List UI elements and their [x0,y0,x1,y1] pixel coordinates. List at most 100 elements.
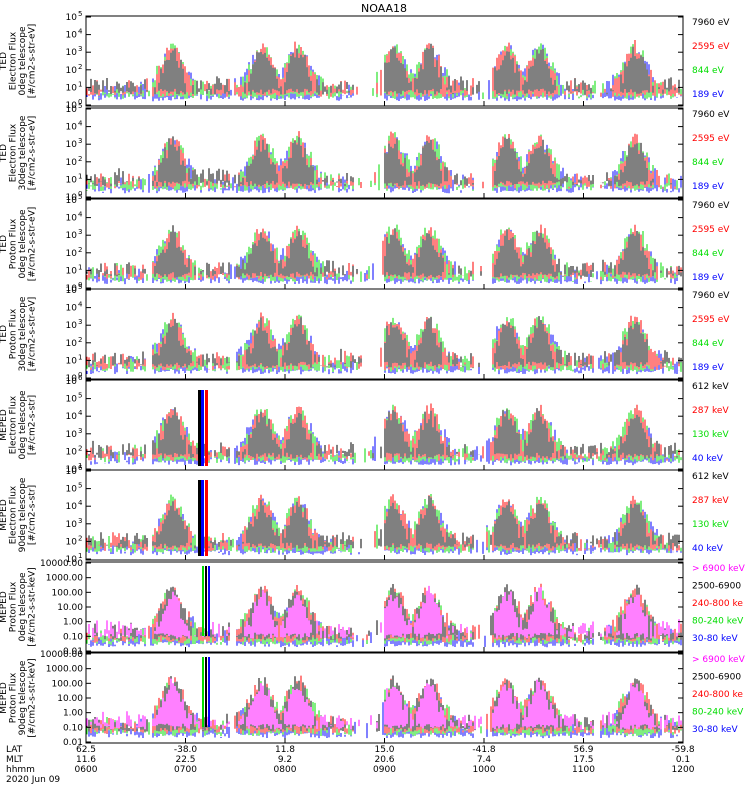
y-axis-label-line: 30deg telescope [18,296,28,371]
y-axis-label-line: MEPED [0,409,9,441]
series-trace [86,680,682,736]
x-tick-label: 1100 [572,765,595,775]
series-1 [86,225,682,278]
x-tick-label: 1000 [473,765,496,775]
legend-entry: 612 keV [692,382,729,392]
y-axis-label-line: TED [0,52,9,71]
y-tick-label: 10 [66,412,78,422]
series-trace [86,132,682,191]
y-tick-label: 10 [66,101,78,111]
panel-8: MEPEDProton Flux90deg telescope[#/cm2-s-… [0,650,746,748]
spike-bar [198,390,201,466]
y-tick-label: 10 [66,175,78,185]
legend-entry: 40 keV [692,544,724,554]
y-tick-label: 10 [66,430,78,440]
y-tick-label: 10 [66,249,78,259]
legend-entry: 189 eV [692,182,725,192]
y-axis-label-line: [#/cm2-s-str-eV] [28,297,38,372]
series-2 [86,40,682,97]
legend-entry: 189 eV [692,363,725,373]
x-tick-label: 22.5 [175,755,195,765]
y-axis-label-line: TED [0,235,9,254]
y-axis-label-line: MEPED [0,591,9,623]
x-tick-label: 11.6 [76,755,96,765]
plot-area [86,480,682,556]
y-tick-exponent: 5 [78,193,82,201]
y-axis-label-line: Proton Flux [9,672,19,723]
x-tick-label: 0800 [274,765,297,775]
series-2 [86,494,680,551]
y-tick-label: 1000.00 [46,665,83,675]
legend-entry: > 6900 keV [692,655,746,665]
y-tick-label: 10 [66,83,78,93]
y-tick-exponent: 1 [78,552,82,560]
spike-bar [208,657,210,727]
series-trace [86,403,680,461]
y-axis-label-line: 0deg telescope [18,390,28,460]
legend-entry: 2500-6900 [692,673,741,683]
y-tick-exponent: 4 [78,211,83,219]
y-tick-label: 1.00 [63,618,83,628]
panel-3: TEDProton Flux0deg telescope[#/cm2-s-str… [0,193,730,294]
panel-1: TEDElectron Flux0deg telescope[#/cm2-s-s… [0,10,730,111]
y-tick-exponent: 4 [78,120,83,128]
y-tick-exponent: 5 [78,392,82,400]
y-tick-exponent: 4 [78,499,83,507]
y-tick-label: 10 [66,447,78,457]
series-2 [86,224,682,280]
y-tick-exponent: 5 [78,283,82,291]
x-tick-label: 15.0 [374,745,394,755]
series-4 [86,588,682,645]
legend-entry: 40 keV [692,454,724,464]
series-trace [86,40,682,97]
y-tick-label: 10000.00 [40,650,83,660]
spike-bar [202,657,204,727]
y-tick-exponent: 3 [78,427,82,435]
legend-entry: > 6900 keV [692,564,746,574]
y-tick-label: 10.00 [57,694,83,704]
y-tick-exponent: 1 [78,80,82,88]
series-trace [86,136,672,187]
y-tick-exponent: 6 [78,464,83,472]
y-axis-label-line: MEPED [0,499,9,531]
y-axis-label: TEDProton Flux30deg telescope[#/cm2-s-st… [0,296,38,371]
y-tick-label: 10 [66,520,78,530]
legend-entry: 2595 eV [692,315,730,325]
series-trace [86,44,682,102]
y-tick-exponent: 0 [78,98,82,106]
series-trace [88,585,680,639]
y-tick-exponent: 1 [78,462,82,470]
series-4 [86,137,682,194]
legend-entry: 130 keV [692,520,729,530]
legend-entry: 287 keV [692,406,729,416]
y-tick-exponent: 5 [78,102,82,110]
panel-6: MEPEDElectron Flux90deg telescope[#/cm2-… [0,464,729,565]
series-3 [86,675,682,734]
y-axis-label: MEPEDElectron Flux0deg telescope[#/cm2-s… [0,390,38,460]
y-axis-label-line: Proton Flux [9,581,19,632]
legend-entry: 189 eV [692,273,725,283]
x-tick-label: 0600 [75,765,98,775]
y-tick-label: 10 [66,193,78,203]
panel-2: TEDElectron Flux30deg telescope[#/cm2-s-… [0,102,730,203]
y-tick-label: 10000.00 [40,559,83,569]
legend-entry: 2500-6900 [692,582,741,592]
series-1 [88,316,682,368]
y-tick-label: 10 [66,377,78,387]
x-tick-label: -41.8 [472,745,496,755]
y-tick-label: 10 [66,374,78,384]
y-axis-label: TEDProton Flux0deg telescope[#/cm2-s-str… [0,207,38,282]
y-tick-exponent: 1 [78,353,82,361]
series-trace [86,494,680,551]
legend-entry: 844 eV [692,66,725,76]
x-tick-label: 17.5 [573,755,593,765]
y-tick-exponent: 5 [78,482,82,490]
legend-entry: 130 keV [692,430,729,440]
y-tick-label: 10 [66,537,78,547]
y-axis-label-line: [#/cm2-s-str-eV] [28,207,38,282]
y-tick-label: 10 [66,196,78,206]
legend-entry: 7960 eV [692,110,730,120]
y-axis-label-line: MEPED [0,682,9,714]
series-trace [86,494,682,553]
